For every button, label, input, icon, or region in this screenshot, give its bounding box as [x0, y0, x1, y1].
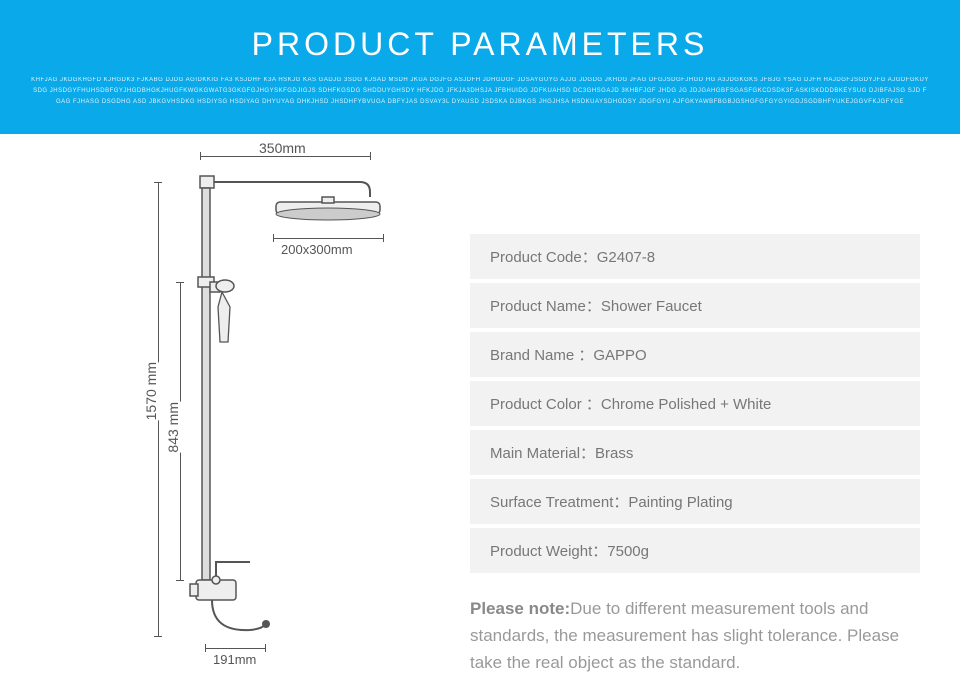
- shower-svg: [100, 152, 430, 662]
- spec-label: Product Code：: [490, 249, 597, 266]
- spec-row: Brand Name ：GAPPO: [470, 332, 920, 377]
- spec-row: Product Code：G2407-8: [470, 234, 920, 279]
- spec-row: Product Color ：Chrome Polished + White: [470, 381, 920, 426]
- spec-value: Shower Faucet: [601, 298, 702, 315]
- spec-label: Main Material：: [490, 445, 595, 462]
- spec-label: Brand Name ：: [490, 347, 593, 364]
- content-area: 350mm 1570 mm 843 mm 200x300mm 191mm: [0, 134, 960, 677]
- spec-row: Product Name：Shower Faucet: [470, 283, 920, 328]
- spec-value: G2407-8: [597, 249, 655, 266]
- spec-value: Painting Plating: [628, 494, 732, 511]
- spec-row: Product Weight：7500g: [470, 528, 920, 573]
- banner-title: PRODUCT PARAMETERS: [252, 26, 709, 63]
- parameters-banner: PRODUCT PARAMETERS KHFJAG JKDGKHGFD KJHG…: [0, 0, 960, 134]
- spec-value: 7500g: [607, 543, 649, 560]
- spec-label: Product Color ：: [490, 396, 601, 413]
- spec-value: Chrome Polished + White: [601, 396, 772, 413]
- spec-value: Brass: [595, 445, 633, 462]
- spec-row: Main Material：Brass: [470, 430, 920, 475]
- spec-label: Product Weight：: [490, 543, 607, 560]
- banner-subtitle: KHFJAG JKDGKHGFD KJHGDK3 FJKABG DJDG AGI…: [30, 75, 930, 107]
- spec-row: Surface Treatment：Painting Plating: [470, 479, 920, 524]
- spec-label: Product Name：: [490, 298, 601, 315]
- diagram-column: 350mm 1570 mm 843 mm 200x300mm 191mm: [40, 144, 440, 664]
- spec-label: Surface Treatment：: [490, 494, 628, 511]
- note-strong: Please note:: [470, 599, 570, 618]
- spec-value: GAPPO: [593, 347, 646, 364]
- spec-column: Product Code：G2407-8 Product Name：Shower…: [440, 144, 920, 677]
- note: Please note:Due to different measurement…: [470, 595, 920, 677]
- shower-diagram: 350mm 1570 mm 843 mm 200x300mm 191mm: [100, 152, 430, 662]
